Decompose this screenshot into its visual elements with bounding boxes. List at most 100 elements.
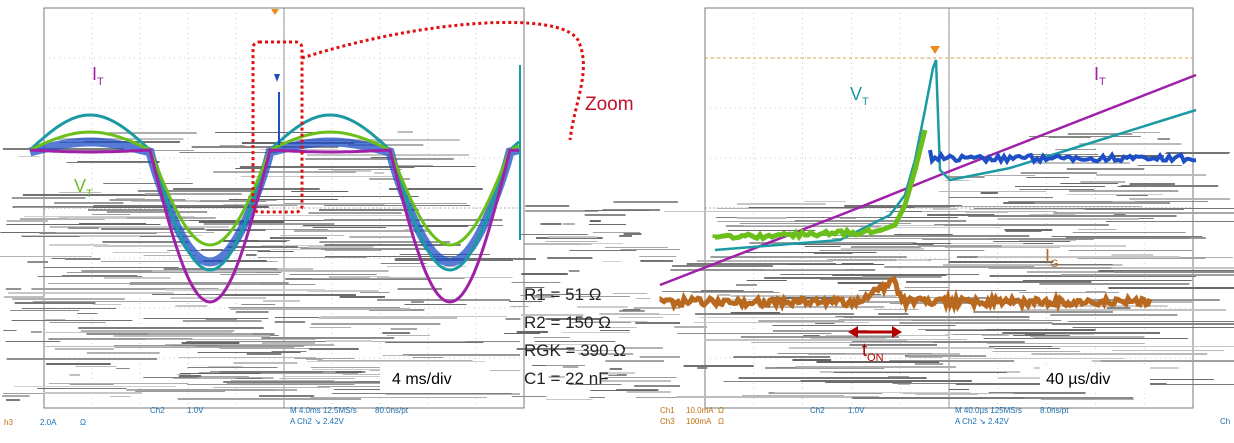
left-noise-scanline <box>257 257 367 258</box>
left-noise-scanline <box>335 371 362 373</box>
right-noise-scanline <box>944 247 1060 248</box>
left-noise-scanline <box>64 258 101 260</box>
param-noise-scanline <box>599 313 660 315</box>
left-noise-upper-scanline <box>228 199 339 200</box>
right-noise-scanline <box>697 367 708 369</box>
left-noise-scanline <box>223 204 385 205</box>
left-noise-scanline <box>163 268 278 270</box>
left-noise-scanline <box>175 305 208 307</box>
right-noise-scanline <box>894 234 953 235</box>
left-noise-scanline <box>382 355 408 356</box>
right-noise-upper-scanline <box>1060 183 1118 184</box>
left-noise-scanline <box>66 272 257 273</box>
left-noise-scanline <box>67 227 100 229</box>
left-noise-upper-scanline <box>173 188 320 190</box>
right-noise-scanline <box>1024 334 1046 335</box>
param-noise-scanline <box>510 306 529 307</box>
left-noise-scanline <box>410 301 424 303</box>
left-noise-scanline <box>49 244 109 246</box>
right-noise-upper-scanline <box>1137 165 1182 166</box>
right-noise-scanline <box>735 284 757 286</box>
right-noise-scanline <box>988 267 1127 269</box>
left-noise-scanline <box>380 263 427 264</box>
left-noise-scanline <box>280 235 345 236</box>
param-rgk: RGK = 390 Ω <box>524 341 626 360</box>
right-noise-scanline <box>840 248 924 250</box>
right-noise-scanline <box>997 218 1139 220</box>
right-noise-scanline <box>860 339 967 340</box>
left-noise-scanline <box>317 360 473 361</box>
left-noise-scanline <box>6 358 158 360</box>
param-noise-scanline <box>505 318 521 320</box>
left-noise-upper-scanline <box>191 146 339 148</box>
left-noise-scanline <box>319 241 451 243</box>
right-noise-scanline <box>1034 202 1171 204</box>
right-edge-status: Ch <box>1220 417 1230 426</box>
right-noise-scanline <box>780 244 934 245</box>
right-noise-scanline <box>1072 327 1234 328</box>
left-noise-scanline <box>187 384 355 385</box>
right-noise-scanline <box>860 227 1001 228</box>
right-noise-scanline <box>1052 264 1113 265</box>
left-noise-scanline <box>43 319 66 320</box>
left-noise-scanline <box>58 217 138 219</box>
left-noise-scanline <box>301 226 419 227</box>
right-noise-scanline <box>1105 221 1234 222</box>
right-noise-scanline <box>742 395 844 396</box>
right-noise-scanline <box>922 238 1094 240</box>
param-noise-scanline <box>639 356 680 358</box>
left-noise-scanline <box>241 304 276 305</box>
right-noise-scanline <box>1031 353 1208 355</box>
right-noise-scanline <box>683 365 754 367</box>
left-noise-scanline <box>176 374 191 375</box>
right-noise-scanline <box>1050 314 1178 316</box>
left-noise-scanline <box>233 362 298 364</box>
left-noise-scanline <box>151 294 238 295</box>
right-noise-scanline <box>1072 232 1186 233</box>
right-noise-upper-scanline <box>984 175 1036 176</box>
left-status-bar: h3 2.0A Ω Ch2 1.0V M 4.0ms 12.5MS/s 80.0… <box>4 406 409 427</box>
left-noise-scanline <box>77 313 98 314</box>
right-noise-scanline <box>746 280 787 281</box>
left-noise-scanline <box>250 215 414 216</box>
left-noise-scanline <box>137 389 275 391</box>
right-noise-scanline <box>733 356 831 358</box>
left-noise-scanline <box>75 366 117 367</box>
left-it-trace <box>29 148 520 304</box>
right-noise-scanline <box>1002 261 1043 262</box>
left-noise-scanline <box>235 311 269 313</box>
param-noise-scanline <box>508 301 543 302</box>
right-noise-scanline <box>974 348 1061 349</box>
param-noise-scanline <box>605 360 664 362</box>
right-noise-scanline <box>810 338 887 340</box>
param-noise-scanline <box>562 366 579 368</box>
right-timebase-status: M 40.0µs 125MS/s <box>955 406 1022 415</box>
right-noise-upper-scanline <box>1066 194 1164 195</box>
param-noise-scanline <box>534 341 567 342</box>
left-noise-scanline <box>5 288 22 290</box>
left-noise-scanline <box>167 271 298 272</box>
left-noise-scanline <box>14 386 176 387</box>
right-noise-scanline <box>771 297 845 299</box>
right-noise-scanline <box>700 290 744 292</box>
left-noise-upper-scanline <box>66 162 153 163</box>
left-noise-scanline <box>143 377 199 378</box>
left-noise-scanline <box>32 301 203 302</box>
left-noise-scanline <box>318 317 458 319</box>
left-noise-scanline <box>386 335 431 336</box>
left-noise-scanline <box>46 363 111 365</box>
right-noise-scanline <box>1001 245 1127 247</box>
right-noise-scanline <box>850 246 921 248</box>
left-noise-scanline <box>6 224 161 225</box>
left-noise-scanline <box>179 373 261 374</box>
param-noise-scanline <box>563 223 575 225</box>
right-noise-upper-scanline <box>1014 186 1106 187</box>
left-noise-scanline <box>197 352 301 353</box>
right-it-label: IT <box>1094 64 1106 88</box>
param-noise-scanline <box>613 201 678 203</box>
left-noise-scanline <box>330 276 390 277</box>
param-noise-scanline <box>536 294 600 295</box>
left-noise-scanline <box>78 327 264 329</box>
right-noise-scanline <box>1085 291 1106 292</box>
right-noise-scanline <box>774 392 971 393</box>
